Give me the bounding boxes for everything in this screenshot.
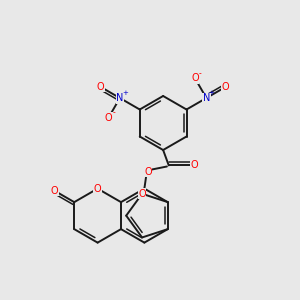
Text: -: - xyxy=(199,69,202,78)
Text: +: + xyxy=(122,90,128,96)
Text: N: N xyxy=(116,93,124,103)
Text: O: O xyxy=(50,186,58,196)
Text: O: O xyxy=(191,160,199,170)
Text: O: O xyxy=(94,184,101,194)
Text: O: O xyxy=(97,82,104,92)
Text: O: O xyxy=(94,184,101,194)
Text: N: N xyxy=(203,93,210,103)
Text: O: O xyxy=(105,113,112,123)
Text: O: O xyxy=(222,82,230,92)
Text: O: O xyxy=(144,167,152,177)
Text: -: - xyxy=(112,109,115,118)
Text: O: O xyxy=(191,73,199,83)
Text: +: + xyxy=(209,90,214,96)
Text: O: O xyxy=(138,189,146,199)
